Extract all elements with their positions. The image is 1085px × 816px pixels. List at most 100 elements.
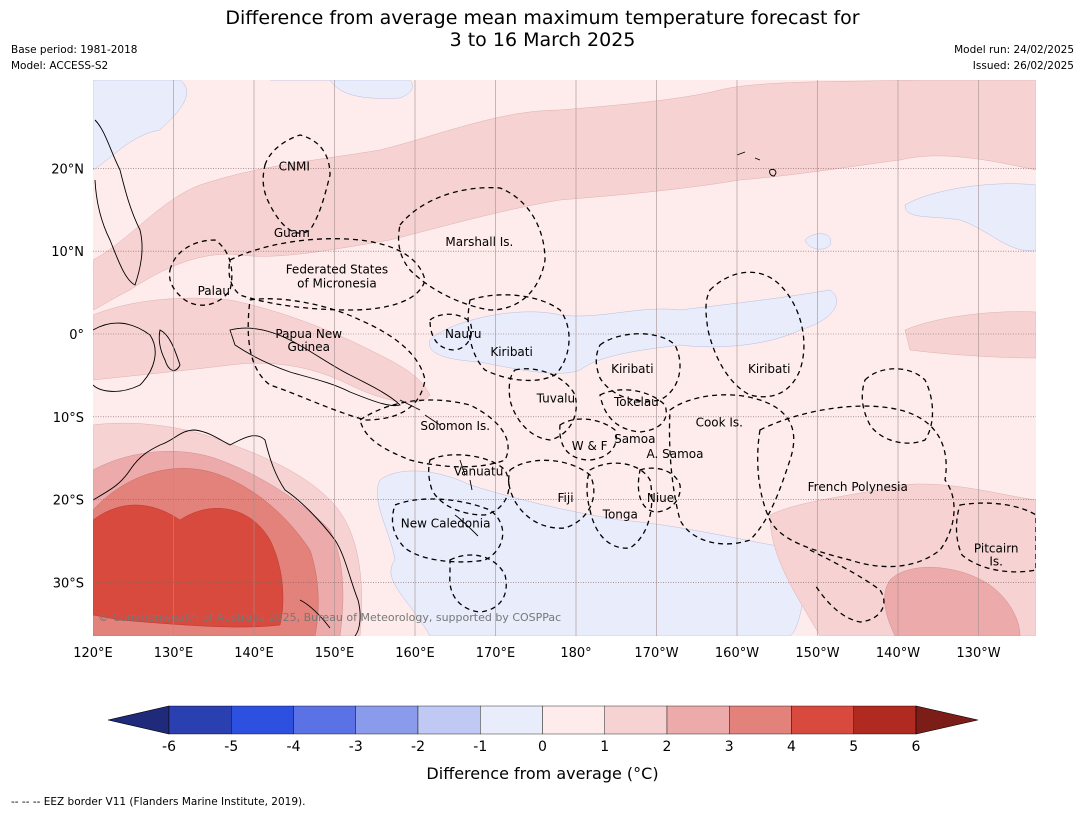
eez-marshall	[397, 186, 546, 311]
eez-png	[247, 298, 426, 421]
colorbar: -6 -5 -4 -3 -2 -1 0 1 2 3 4 5 6	[107, 705, 979, 755]
colorbar-title-text: Difference from average (°C)	[426, 764, 659, 783]
colorbar-extend-low	[107, 705, 170, 735]
place-label: Niue	[647, 491, 674, 505]
place-label: Fiji	[558, 491, 574, 505]
eez-norfolk	[449, 554, 507, 613]
colorbar-title: Difference from average (°C)	[0, 764, 1085, 783]
new-zealand-coast	[299, 599, 331, 629]
colorbar-segment	[666, 705, 730, 735]
place-label: Solomon Is.	[420, 419, 490, 433]
longitude-tick-label: 130°E	[154, 646, 194, 661]
warm-band-north	[93, 80, 1036, 311]
eez-french-polynesia	[757, 405, 955, 568]
latitude-tick-label: 20°N	[51, 162, 84, 177]
colorbar-segment	[791, 705, 854, 735]
place-label: French Polynesia	[808, 480, 908, 494]
cool-anomaly-north-east	[904, 183, 1036, 251]
place-label: Kiribati	[490, 345, 532, 359]
solomon-coast	[399, 399, 441, 426]
latitude-tick-label: 10°N	[51, 245, 84, 260]
colorbar-tick-label: 6	[912, 739, 921, 755]
hawaii-coast	[736, 151, 777, 177]
australia-coast	[93, 429, 361, 636]
place-label: of Micronesia	[297, 276, 377, 290]
place-label: A. Samoa	[647, 447, 704, 461]
eez-wallis-samoa	[559, 418, 617, 461]
place-label: Guinea	[287, 340, 330, 354]
eez-pitcairn-tail	[809, 549, 885, 623]
longitude-tick-label: 180°	[560, 646, 591, 661]
colorbar-tick-label: 1	[600, 739, 609, 755]
colorbar-tick-label: 3	[725, 739, 734, 755]
place-label: W & F	[572, 439, 608, 453]
longitude-tick-label: 140°W	[876, 646, 920, 661]
colorbar-tick-label: 4	[787, 739, 796, 755]
place-label: Cook Is.	[696, 416, 743, 430]
eez-tonga	[586, 462, 653, 549]
new-guinea-coast	[229, 327, 401, 407]
place-label: Kiribati	[611, 362, 653, 376]
colorbar-segment	[604, 705, 668, 735]
title-line-2: 3 to 16 March 2025	[449, 29, 636, 51]
longitude-tick-label: 150°W	[795, 646, 839, 661]
new-caledonia-coast	[454, 514, 479, 537]
place-label: Pitcairn	[974, 541, 1019, 555]
colorbar-segment	[542, 705, 605, 735]
eez-tuvalu	[508, 368, 577, 441]
eez-cook	[668, 394, 795, 545]
place-label: Vanuatu	[454, 464, 504, 478]
base-period: Base period: 1981-2018	[11, 44, 138, 56]
colorbar-segment	[417, 705, 481, 735]
colorbar-segment	[168, 705, 232, 735]
colorbar-tick-label: -2	[411, 739, 425, 755]
longitude-tick-label: 130°W	[956, 646, 1000, 661]
longitude-tick-label: 170°W	[634, 646, 678, 661]
place-label: Tuvalu	[536, 392, 576, 406]
latitude-labels: 20°N 10°N 0° 10°S 20°S 30°S	[51, 162, 84, 591]
eez-pitcairn	[955, 502, 1036, 573]
colorbar-tick-label: -4	[287, 739, 301, 755]
eez-marquesas	[861, 368, 934, 444]
model-name: Model: ACCESS-S2	[11, 60, 109, 72]
place-label: Federated States	[286, 262, 388, 276]
footnote: -- -- -- EEZ border V11 (Flanders Marine…	[11, 796, 306, 808]
colorbar-segment	[231, 705, 294, 735]
colorbar-tick-label: 2	[663, 739, 672, 755]
place-label: Tokelau	[613, 395, 659, 409]
place-label: Kiribati	[748, 362, 790, 376]
eez-solomon	[359, 399, 509, 468]
colorbar-tick-label: -5	[224, 739, 238, 755]
cool-anomaly-north	[270, 80, 413, 99]
longitude-tick-label: 150°E	[315, 646, 355, 661]
right-metadata: Model run: 24/02/2025 Issued: 26/02/2025	[954, 42, 1074, 74]
place-label: Samoa	[614, 432, 655, 446]
place-label: New Caledonia	[401, 517, 491, 531]
longitude-labels: 120°E 130°E 140°E 150°E 160°E 170°E 180° 170°W 1…	[73, 646, 1000, 661]
place-label: Papua New	[275, 327, 342, 341]
place-label: Marshall Is.	[445, 235, 513, 249]
eez-kiribati-line	[705, 271, 805, 398]
left-metadata: Base period: 1981-2018 Model: ACCESS-S2	[11, 42, 137, 74]
warm-band-equatorial-west	[93, 297, 431, 403]
colorbar-extend-high	[915, 705, 979, 735]
eez-tokelau	[599, 389, 667, 433]
place-label: Palau	[198, 284, 230, 298]
longitude-tick-label: 160°W	[715, 646, 759, 661]
borneo-coast	[93, 322, 156, 392]
eez-borders	[168, 134, 1036, 623]
place-label: Tonga	[602, 508, 638, 522]
longitude-tick-label: 160°E	[395, 646, 435, 661]
warm-anomaly-south-east-core	[884, 567, 1021, 636]
longitude-tick-label: 140°E	[234, 646, 274, 661]
colorbar-segment	[729, 705, 792, 735]
colorbar-segment	[355, 705, 419, 735]
latitude-tick-label: 10°S	[53, 411, 84, 426]
philippines-coast	[94, 119, 143, 286]
copyright-notice: © Commonwealth of Australia 2025, Bureau…	[98, 611, 561, 624]
place-label: Nauru	[445, 327, 481, 341]
cool-anomaly-north-west	[93, 80, 187, 171]
longitude-tick-label: 170°E	[476, 646, 516, 661]
